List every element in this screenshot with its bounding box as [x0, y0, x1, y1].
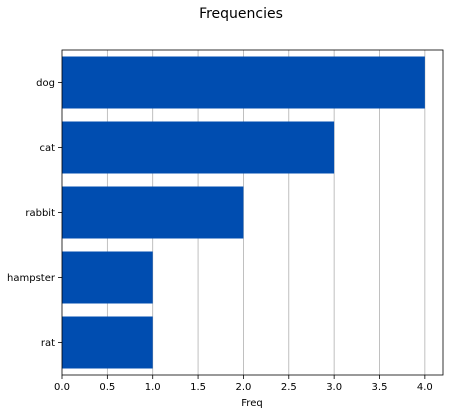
y-tick-label: rabbit: [25, 208, 55, 219]
x-tick-label: 3.0: [326, 382, 342, 393]
y-tick-label: cat: [39, 143, 55, 154]
y-tick-label: dog: [36, 78, 55, 89]
x-tick-label: 3.5: [372, 382, 388, 393]
x-axis-label: Freq: [241, 398, 262, 409]
x-tick-label: 2.0: [235, 382, 251, 393]
y-tick-label: rat: [41, 338, 55, 349]
bar-rat: [62, 316, 153, 369]
chart-title: Frequencies: [199, 6, 283, 22]
bars: [62, 56, 425, 369]
bar-dog: [62, 56, 425, 109]
x-axis-ticks: 0.0 0.5 1.0 1.5 2.0 2.5 3.0 3.5 4.0: [54, 375, 433, 393]
bar-cat: [62, 121, 335, 174]
x-tick-label: 0.5: [99, 382, 115, 393]
x-tick-label: 1.5: [190, 382, 206, 393]
x-tick-label: 0.0: [54, 382, 70, 393]
bar-rabbit: [62, 186, 244, 239]
y-tick-label: hampster: [7, 273, 56, 284]
x-tick-label: 2.5: [281, 382, 297, 393]
x-tick-label: 4.0: [417, 382, 433, 393]
x-tick-label: 1.0: [145, 382, 161, 393]
bar-hampster: [62, 251, 153, 304]
y-axis-ticks: dog cat rabbit hampster rat: [7, 78, 62, 349]
